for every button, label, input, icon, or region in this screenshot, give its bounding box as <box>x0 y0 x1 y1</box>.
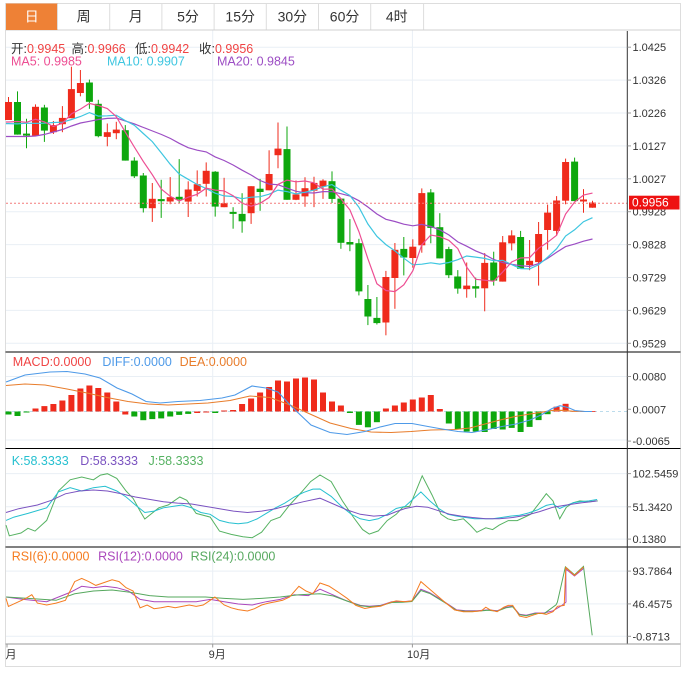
svg-text:0.9529: 0.9529 <box>633 338 667 350</box>
svg-text:0.9956: 0.9956 <box>632 196 669 210</box>
svg-text:0.0080: 0.0080 <box>633 372 667 384</box>
svg-text:1.0425: 1.0425 <box>633 42 667 54</box>
svg-text:9月: 9月 <box>209 649 226 661</box>
svg-text:高:0.9966: 高:0.9966 <box>72 41 126 56</box>
svg-text:MACD:0.0000: MACD:0.0000 <box>13 355 92 369</box>
svg-text:30分: 30分 <box>278 9 308 25</box>
svg-text:DIFF:0.0000: DIFF:0.0000 <box>102 355 172 369</box>
svg-text:-0.8713: -0.8713 <box>633 631 670 643</box>
svg-text:MA10: 0.9907: MA10: 0.9907 <box>107 55 185 69</box>
svg-text:0.0007: 0.0007 <box>633 404 667 416</box>
svg-text:RSI(24):0.0000: RSI(24):0.0000 <box>191 550 276 564</box>
svg-text:RSI(12):0.0000: RSI(12):0.0000 <box>98 550 183 564</box>
svg-text:5分: 5分 <box>177 9 199 25</box>
svg-text:15分: 15分 <box>225 9 255 25</box>
svg-text:-0.0065: -0.0065 <box>633 436 670 448</box>
svg-text:MA20: 0.9845: MA20: 0.9845 <box>217 55 295 69</box>
svg-text:51.3420: 51.3420 <box>633 502 673 514</box>
svg-text:月: 月 <box>129 9 143 25</box>
svg-text:93.7864: 93.7864 <box>633 566 673 578</box>
svg-text:4时: 4时 <box>386 9 408 25</box>
svg-text:D:58.3333: D:58.3333 <box>80 454 138 468</box>
svg-text:J:58.3333: J:58.3333 <box>149 454 204 468</box>
svg-text:MA5: 0.9985: MA5: 0.9985 <box>11 55 82 69</box>
svg-text:RSI(6):0.0000: RSI(6):0.0000 <box>12 550 90 564</box>
svg-text:46.4575: 46.4575 <box>633 599 673 611</box>
svg-text:0.9828: 0.9828 <box>633 240 667 252</box>
svg-text:102.5459: 102.5459 <box>633 469 679 481</box>
svg-text:0.9928: 0.9928 <box>633 207 667 219</box>
svg-text:60分: 60分 <box>330 9 360 25</box>
svg-text:10月: 10月 <box>407 649 430 661</box>
svg-text:月: 月 <box>6 649 17 661</box>
svg-text:DEA:0.0000: DEA:0.0000 <box>180 355 247 369</box>
svg-text:0.9729: 0.9729 <box>633 273 667 285</box>
svg-text:低:0.9942: 低:0.9942 <box>135 42 189 56</box>
svg-text:1.0326: 1.0326 <box>633 75 667 87</box>
svg-text:1.0127: 1.0127 <box>633 141 667 153</box>
svg-text:开:0.9945: 开:0.9945 <box>11 42 65 56</box>
svg-text:日: 日 <box>25 9 39 25</box>
svg-text:1.0027: 1.0027 <box>633 174 667 186</box>
svg-text:1.0226: 1.0226 <box>633 108 667 120</box>
svg-text:周: 周 <box>77 9 91 25</box>
svg-text:0.9629: 0.9629 <box>633 305 667 317</box>
svg-text:0.1380: 0.1380 <box>633 534 667 546</box>
svg-text:收:0.9956: 收:0.9956 <box>199 42 253 56</box>
svg-text:K:58.3333: K:58.3333 <box>12 454 69 468</box>
